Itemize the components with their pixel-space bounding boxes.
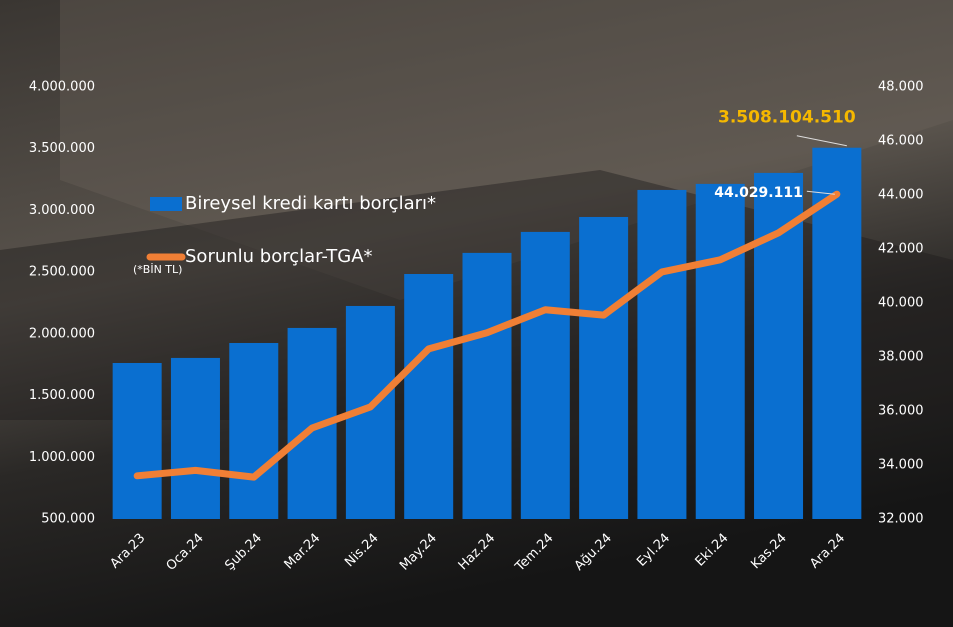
y2-tick-label: 46.000 [878, 134, 924, 149]
unit-annotation: (*BİN TL) [133, 263, 182, 276]
label-leader [806, 190, 835, 195]
bar [112, 362, 162, 519]
y2-tick-label: 34.000 [878, 458, 924, 473]
bar [812, 147, 862, 519]
bar [695, 183, 745, 520]
bar [462, 252, 512, 519]
y-tick-label: 2.500.000 [29, 265, 95, 280]
y2-tick-label: 42.000 [878, 242, 924, 257]
background-card [60, 0, 953, 300]
line [133, 190, 841, 481]
y2-tick-label: 32.000 [878, 512, 924, 527]
bar [404, 273, 454, 519]
bar [637, 189, 687, 519]
legend-swatch [150, 197, 182, 211]
y-tick-label: 1.500.000 [29, 388, 95, 403]
y2-tick-label: 40.000 [878, 296, 924, 311]
legend-label: Bireysel kredi kartı borçları* [185, 193, 436, 214]
label-leader [796, 135, 847, 147]
y2-tick-label: 48.000 [878, 80, 924, 95]
y-tick-label: 3.000.000 [29, 203, 95, 218]
bar [170, 357, 220, 519]
y-tick-label: 3.500.000 [29, 141, 95, 156]
y2-tick-label: 44.000 [878, 188, 924, 203]
y-tick-label: 2.000.000 [29, 326, 95, 341]
bar [520, 231, 570, 519]
y-tick-label: 1.000.000 [29, 450, 95, 465]
value-label: 44.029.111 [714, 185, 803, 201]
value-label: 3.508.104.510 [718, 108, 856, 128]
y-tick-label: 500.000 [41, 512, 95, 527]
y2-tick-label: 38.000 [878, 350, 924, 365]
y-tick-label: 4.000.000 [29, 80, 95, 95]
bar [229, 342, 279, 519]
legend-label: Sorunlu borçlar-TGA* [185, 246, 373, 267]
y2-tick-label: 36.000 [878, 404, 924, 419]
bar [579, 216, 629, 520]
